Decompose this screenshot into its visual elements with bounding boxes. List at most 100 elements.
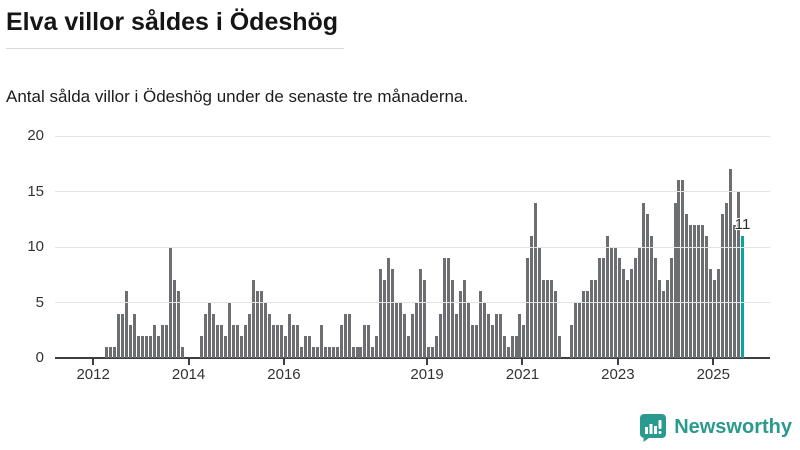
bar bbox=[395, 302, 399, 358]
bar bbox=[224, 335, 228, 358]
bar bbox=[649, 235, 653, 358]
bar bbox=[415, 302, 419, 358]
bar bbox=[307, 335, 311, 358]
x-axis-tick-label: 2016 bbox=[267, 366, 301, 383]
bar bbox=[582, 291, 586, 358]
bar bbox=[653, 258, 657, 358]
bar bbox=[144, 335, 148, 358]
bar bbox=[248, 313, 252, 358]
bar bbox=[454, 313, 458, 358]
bar bbox=[713, 280, 717, 358]
bar bbox=[601, 258, 605, 358]
bar bbox=[733, 224, 737, 358]
bar bbox=[498, 313, 502, 358]
y-axis-tick-label: 10 bbox=[27, 238, 44, 255]
y-axis-tick-label: 5 bbox=[35, 293, 44, 311]
bar bbox=[502, 335, 506, 358]
bar bbox=[514, 335, 518, 358]
bar bbox=[351, 346, 355, 358]
bar bbox=[442, 258, 446, 358]
bar bbox=[319, 324, 323, 358]
bar bbox=[661, 291, 665, 358]
bar bbox=[228, 302, 232, 358]
bar bbox=[617, 258, 621, 358]
bar bbox=[148, 335, 152, 358]
y-axis-tick-label: 0 bbox=[35, 349, 44, 366]
bar bbox=[212, 313, 216, 358]
bar bbox=[260, 291, 264, 358]
bar bbox=[276, 324, 279, 358]
bar bbox=[546, 280, 550, 358]
bar bbox=[673, 202, 677, 358]
bar bbox=[140, 335, 144, 358]
bar bbox=[295, 324, 299, 358]
bar bbox=[323, 346, 327, 358]
bar bbox=[216, 324, 220, 358]
gridline bbox=[55, 302, 770, 303]
bar bbox=[709, 269, 713, 358]
bar bbox=[518, 313, 522, 358]
bar bbox=[629, 269, 633, 358]
bar bbox=[371, 346, 375, 358]
bar bbox=[431, 346, 435, 358]
bar bbox=[331, 346, 335, 358]
bar bbox=[419, 269, 423, 358]
bar bbox=[478, 291, 482, 358]
bar bbox=[677, 180, 681, 358]
gridline bbox=[55, 191, 770, 192]
bar bbox=[570, 324, 574, 358]
x-axis-tick bbox=[712, 359, 715, 365]
bar bbox=[164, 324, 168, 358]
bar bbox=[729, 169, 733, 358]
bar bbox=[291, 324, 295, 358]
bar bbox=[701, 224, 705, 358]
bar bbox=[256, 291, 260, 358]
bar bbox=[375, 335, 379, 358]
bar bbox=[466, 302, 470, 358]
bar bbox=[494, 313, 498, 358]
bar bbox=[522, 324, 526, 358]
bar bbox=[355, 346, 359, 358]
bar bbox=[287, 313, 291, 358]
bar bbox=[315, 346, 319, 358]
bar bbox=[558, 335, 562, 358]
bar bbox=[109, 346, 113, 358]
bar bbox=[578, 302, 582, 358]
x-axis-tick bbox=[282, 359, 285, 365]
brand-name: Newsworthy bbox=[674, 416, 792, 438]
bar bbox=[391, 269, 395, 358]
bar bbox=[550, 280, 554, 358]
bar bbox=[438, 313, 442, 358]
bar bbox=[403, 313, 407, 358]
bar bbox=[705, 235, 709, 358]
bar bbox=[423, 280, 427, 358]
bar bbox=[132, 313, 136, 358]
bar bbox=[156, 335, 160, 358]
chart-subtitle: Antal sålda villor i Ödeshög under de se… bbox=[6, 87, 469, 106]
bar bbox=[220, 324, 224, 358]
newsworthy-logo-icon bbox=[639, 413, 667, 442]
bar bbox=[279, 324, 283, 358]
bar bbox=[510, 335, 514, 358]
bar bbox=[117, 313, 120, 358]
bar bbox=[339, 324, 343, 358]
bar bbox=[446, 258, 450, 358]
y-axis-tick-label: 15 bbox=[27, 182, 44, 200]
bar bbox=[299, 346, 303, 358]
brand-footer: Newsworthy bbox=[639, 413, 792, 442]
bar bbox=[128, 324, 132, 358]
bar bbox=[470, 324, 474, 358]
bar bbox=[379, 269, 383, 358]
bar bbox=[120, 313, 124, 358]
bar bbox=[303, 335, 307, 358]
bar bbox=[236, 324, 240, 358]
bar bbox=[554, 291, 558, 358]
bar bbox=[685, 213, 689, 358]
bar bbox=[232, 324, 236, 358]
bar bbox=[327, 346, 331, 358]
x-axis-tick-label: 2025 bbox=[696, 366, 730, 383]
bar bbox=[268, 313, 272, 358]
y-axis-tick-label: 20 bbox=[27, 127, 44, 144]
bar bbox=[399, 302, 403, 358]
bar bbox=[208, 302, 212, 358]
